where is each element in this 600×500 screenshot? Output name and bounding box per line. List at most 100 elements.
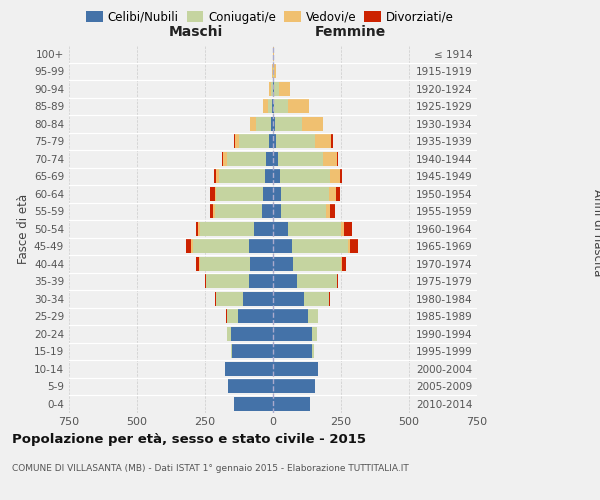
Bar [298,274,337,288]
Bar [274,99,287,114]
Bar [269,134,273,148]
Bar [209,186,215,201]
Bar [213,204,215,218]
Bar [231,326,273,341]
Bar [215,292,216,306]
Text: Anni di nascita: Anni di nascita [590,189,600,276]
Bar [227,309,238,324]
Bar [223,152,227,166]
Bar [206,274,248,288]
Bar [330,169,340,184]
Text: Femmine: Femmine [315,25,386,39]
Bar [273,362,318,376]
Bar [287,99,310,114]
Bar [262,204,273,218]
Bar [250,116,256,131]
Bar [274,82,279,96]
Bar [274,64,276,78]
Bar [216,292,243,306]
Bar [273,239,292,254]
Bar [215,186,216,201]
Bar [214,169,216,184]
Bar [216,169,218,184]
Bar [233,396,273,411]
Bar [315,134,331,148]
Bar [215,204,262,218]
Bar [281,204,326,218]
Bar [263,186,273,201]
Bar [231,344,232,358]
Bar [329,186,335,201]
Bar [273,204,281,218]
Bar [273,222,288,236]
Bar [269,82,271,96]
Bar [350,239,358,254]
Legend: Celibi/Nubili, Coniugati/e, Vedovi/e, Divorziati/e: Celibi/Nubili, Coniugati/e, Vedovi/e, Di… [82,6,458,28]
Bar [248,274,273,288]
Bar [273,292,304,306]
Bar [218,169,265,184]
Bar [248,239,273,254]
Bar [239,134,269,148]
Bar [340,169,342,184]
Bar [227,326,231,341]
Bar [330,204,335,218]
Bar [200,256,250,271]
Bar [265,169,273,184]
Bar [313,326,317,341]
Bar [273,396,310,411]
Bar [272,99,273,114]
Text: COMUNE DI VILLASANTA (MB) - Dati ISTAT 1° gennaio 2015 - Elaborazione TUTTITALIA: COMUNE DI VILLASANTA (MB) - Dati ISTAT 1… [12,464,409,473]
Bar [273,134,276,148]
Bar [273,309,308,324]
Bar [235,134,239,148]
Bar [196,222,198,236]
Bar [216,186,263,201]
Bar [193,239,248,254]
Bar [238,309,273,324]
Bar [273,186,281,201]
Bar [278,152,323,166]
Bar [326,204,330,218]
Bar [348,239,350,254]
Bar [266,152,273,166]
Bar [198,222,200,236]
Bar [191,239,193,254]
Bar [323,152,337,166]
Text: Maschi: Maschi [169,25,223,39]
Bar [343,256,346,271]
Bar [200,222,254,236]
Bar [243,292,273,306]
Bar [254,222,273,236]
Bar [344,222,352,236]
Bar [273,116,275,131]
Bar [280,169,330,184]
Bar [271,82,273,96]
Bar [335,186,340,201]
Text: Popolazione per età, sesso e stato civile - 2015: Popolazione per età, sesso e stato civil… [12,432,366,446]
Bar [205,274,206,288]
Bar [275,116,302,131]
Bar [341,256,343,271]
Bar [331,134,332,148]
Bar [337,152,338,166]
Bar [196,256,199,271]
Bar [281,186,329,201]
Bar [232,344,273,358]
Y-axis label: Fasce di età: Fasce di età [17,194,30,264]
Bar [227,152,266,166]
Bar [226,362,273,376]
Bar [273,99,274,114]
Bar [250,256,273,271]
Bar [304,292,329,306]
Bar [256,116,271,131]
Bar [263,99,268,114]
Bar [341,222,344,236]
Bar [293,256,341,271]
Bar [313,344,314,358]
Bar [276,134,315,148]
Bar [273,152,278,166]
Bar [337,274,338,288]
Bar [228,379,273,394]
Bar [273,274,298,288]
